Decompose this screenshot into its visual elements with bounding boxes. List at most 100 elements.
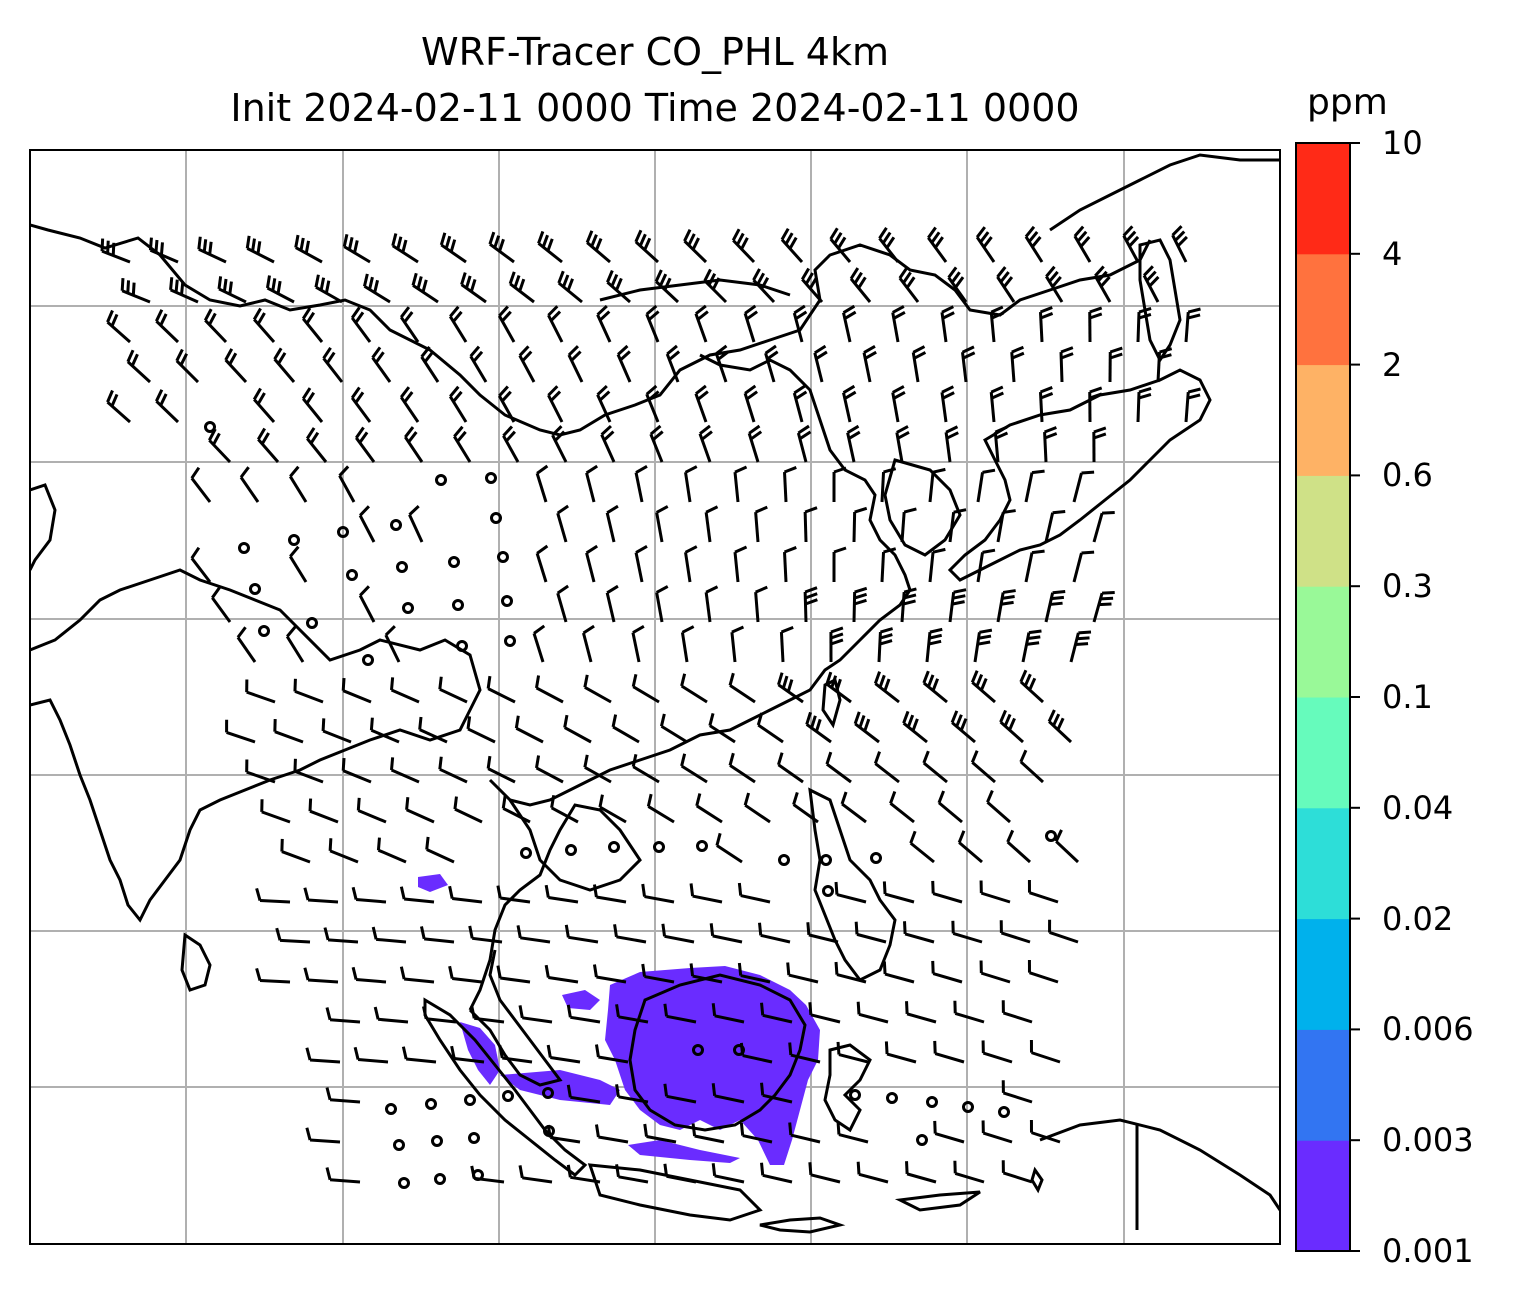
wind-barb [932, 892, 963, 904]
wind-barb [1002, 1171, 1033, 1184]
wind-barb-flag [1187, 307, 1201, 314]
wind-barb-flag [273, 347, 283, 360]
wind-barb [599, 805, 627, 824]
wind-barb-flag [286, 625, 297, 638]
wind-barb [852, 511, 857, 543]
wind-barb-flag [1075, 642, 1089, 647]
wind-barb-flag [691, 1123, 697, 1137]
wind-barb-flag [689, 963, 695, 977]
wind-barb-flag [1002, 509, 1016, 514]
wind-barb-flag [376, 837, 381, 851]
wind-barb-flag [643, 237, 652, 251]
wind-barb-flag [355, 426, 365, 439]
wind-barb-flag [833, 546, 847, 554]
coast-philippines [808, 787, 897, 982]
wind-barb [288, 475, 308, 503]
wind-barb-flag [236, 626, 247, 639]
wind-barb-flag [731, 228, 741, 242]
wind-barb-flag [610, 273, 619, 287]
wind-barb-flag [1003, 713, 1012, 727]
wind-barb [612, 725, 640, 744]
wind-barb-flag [562, 274, 570, 288]
wind-barb-flag [898, 266, 909, 279]
wind-barb-flag [889, 790, 897, 804]
wind-barb [647, 805, 675, 824]
wind-barb [377, 848, 407, 864]
wind-barb-flag [175, 348, 184, 362]
wind-barb-calm [916, 1134, 928, 1146]
wind-barb-flag [399, 966, 406, 980]
wind-barb-flag [566, 278, 574, 292]
wind-barb [729, 684, 756, 704]
wind-barb-flag [405, 797, 410, 810]
wind-barb-flag [1109, 352, 1123, 360]
wind-barb-flag [731, 625, 745, 634]
wind-barb-flag [902, 599, 916, 606]
wind-barb-flag [399, 886, 406, 900]
wind-barb-flag [159, 313, 168, 327]
wind-barb-flag [1158, 353, 1172, 360]
coast-korea [883, 458, 962, 557]
wind-barb-flag [878, 227, 888, 240]
wind-barb [535, 766, 564, 784]
wind-barb [948, 512, 956, 543]
wind-barb-flag [371, 346, 382, 359]
wind-barb [958, 841, 983, 864]
wind-barb-flag [848, 430, 861, 440]
wind-barb-flag [535, 755, 541, 769]
wind-barb [938, 801, 963, 824]
wind-barb [535, 552, 548, 583]
wind-barb [680, 764, 708, 784]
wind-barb [618, 1095, 649, 1104]
wind-barb-flag [544, 884, 550, 898]
wind-barb-flag [1125, 230, 1137, 242]
wind-barb-flag [452, 310, 463, 323]
wind-barb [803, 511, 808, 543]
wind-barb-calm [258, 625, 270, 637]
wind-barb-flag [438, 756, 443, 770]
wind-barb-flag [961, 345, 975, 354]
wind-barb-flag [325, 1167, 332, 1181]
wind-barb-flag [952, 594, 966, 600]
wind-barb-flag [556, 584, 569, 595]
wind-barb-flag [126, 280, 131, 294]
wind-barb-flag [438, 676, 443, 690]
wind-barb-flag [498, 1045, 504, 1059]
wind-barb-flag [932, 467, 946, 474]
wind-barb-calm [346, 569, 358, 581]
coast-java [587, 1163, 763, 1222]
wind-barb-flag [222, 278, 228, 292]
wind-barb [880, 551, 886, 583]
wind-barb-flag [202, 239, 208, 253]
wind-barb-flag [596, 304, 608, 316]
wind-barb [452, 897, 483, 904]
wind-barb-flag [228, 352, 238, 366]
wind-barb [522, 1176, 553, 1184]
wind-barb-flag [647, 390, 660, 401]
wind-barb-flag [1078, 630, 1092, 635]
wind-barb [836, 893, 867, 904]
wind-barb-flag [786, 962, 791, 976]
coast-timor [894, 1190, 981, 1212]
wind-barb-flag [941, 385, 954, 394]
wind-barb [342, 689, 372, 704]
wind-barb-flag [905, 276, 916, 289]
wind-barb [605, 592, 616, 623]
wind-barb-flag [350, 386, 361, 399]
wind-barb [294, 689, 324, 704]
wind-barb [684, 472, 692, 503]
wind-barb-flag [277, 352, 287, 365]
wind-barb-flag [996, 266, 1007, 278]
wind-barb-flag [212, 432, 221, 446]
wind-barb-flag [990, 305, 1004, 314]
wind-barb-flag [498, 385, 509, 397]
wind-barb-flag [1089, 392, 1103, 400]
wind-barb [666, 1174, 697, 1184]
coast-australia-north [759, 1216, 846, 1234]
wind-barb-flag [715, 344, 728, 355]
wind-barb-calm [542, 1087, 554, 1099]
wind-barb [1049, 931, 1079, 944]
wind-barb-flag [638, 233, 647, 247]
wind-barb-flag [419, 926, 426, 940]
